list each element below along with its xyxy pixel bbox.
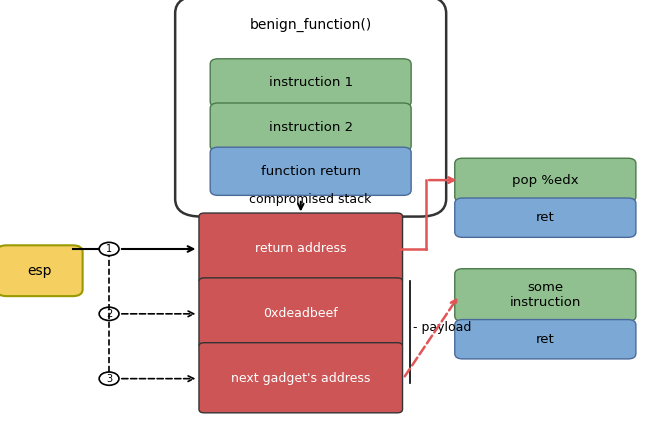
- Text: esp: esp: [27, 264, 52, 278]
- Text: benign_function(): benign_function(): [250, 18, 371, 32]
- FancyBboxPatch shape: [175, 0, 446, 217]
- Text: - payload: - payload: [413, 320, 471, 334]
- Text: pop %edx: pop %edx: [512, 174, 578, 187]
- FancyBboxPatch shape: [210, 147, 411, 195]
- Text: instruction 1: instruction 1: [268, 76, 353, 89]
- Text: return address: return address: [255, 243, 346, 255]
- FancyBboxPatch shape: [210, 103, 411, 151]
- FancyBboxPatch shape: [455, 320, 636, 359]
- FancyBboxPatch shape: [455, 158, 636, 202]
- Text: next gadget's address: next gadget's address: [231, 372, 370, 385]
- Text: function return: function return: [260, 165, 361, 178]
- Text: compromised stack: compromised stack: [249, 193, 372, 206]
- FancyBboxPatch shape: [455, 198, 636, 237]
- Text: 2: 2: [106, 309, 112, 319]
- FancyBboxPatch shape: [210, 59, 411, 107]
- Text: instruction 2: instruction 2: [268, 121, 353, 133]
- FancyBboxPatch shape: [199, 343, 403, 413]
- FancyBboxPatch shape: [199, 213, 403, 283]
- FancyBboxPatch shape: [0, 245, 83, 296]
- Text: 0xdeadbeef: 0xdeadbeef: [263, 307, 338, 320]
- Text: 1: 1: [106, 244, 112, 254]
- Text: ret: ret: [536, 333, 555, 346]
- Text: ret: ret: [536, 211, 555, 224]
- FancyBboxPatch shape: [455, 269, 636, 321]
- FancyBboxPatch shape: [199, 278, 403, 348]
- Text: some
instruction: some instruction: [510, 281, 581, 309]
- Text: 3: 3: [106, 373, 112, 384]
